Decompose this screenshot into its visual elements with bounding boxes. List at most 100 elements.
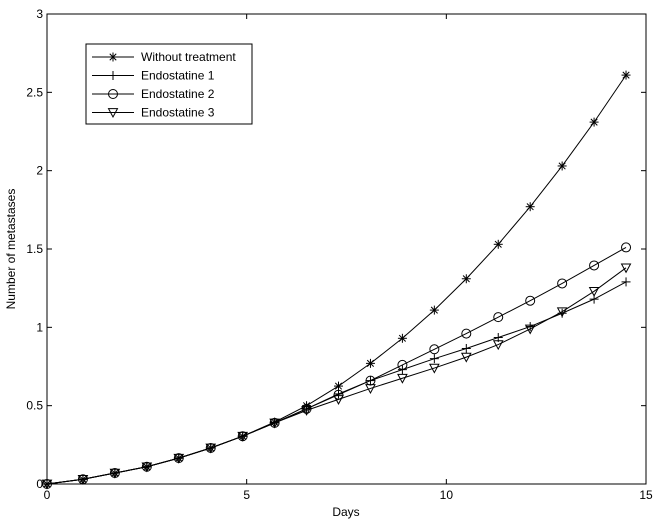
data-point bbox=[205, 443, 217, 454]
marker-triangle-down bbox=[77, 474, 89, 485]
marker-triangle-down bbox=[429, 363, 440, 374]
y-tick-label: 0 bbox=[36, 477, 43, 491]
data-point bbox=[237, 431, 249, 442]
data-point bbox=[269, 418, 280, 429]
x-tick-label: 0 bbox=[44, 488, 51, 502]
data-point bbox=[493, 312, 504, 323]
marker-asterisk bbox=[365, 358, 375, 368]
series-4 bbox=[41, 263, 632, 490]
marker-shape bbox=[333, 395, 344, 405]
y-tick-label: 3 bbox=[36, 7, 43, 21]
marker-triangle-down bbox=[269, 418, 280, 429]
y-axis-label: Number of metastases bbox=[4, 189, 18, 310]
marker-shape bbox=[588, 286, 600, 297]
marker-shape bbox=[429, 344, 440, 355]
data-point bbox=[429, 344, 440, 355]
marker-shape bbox=[589, 260, 600, 271]
marker-shape bbox=[41, 479, 53, 490]
data-point bbox=[461, 343, 471, 353]
axes: 0 5 10 15 0 0.5 1 1.5 2 2.5 3 bbox=[26, 7, 653, 502]
data-point bbox=[556, 307, 568, 318]
data-point bbox=[588, 286, 600, 297]
marker-shape bbox=[301, 406, 312, 416]
marker-triangle-down bbox=[333, 395, 344, 405]
marker-triangle-down bbox=[460, 352, 472, 363]
marker-plus bbox=[525, 322, 535, 332]
marker-shape bbox=[429, 363, 440, 374]
legend-label: Without treatment bbox=[141, 50, 236, 64]
data-point bbox=[429, 305, 439, 315]
data-point bbox=[429, 354, 439, 364]
data-point bbox=[461, 274, 471, 284]
data-point bbox=[41, 479, 53, 490]
marker-shape bbox=[173, 453, 185, 464]
marker-asterisk bbox=[334, 381, 344, 391]
marker-plus bbox=[621, 277, 631, 287]
marker-circle bbox=[397, 359, 408, 370]
y-tick-label: 2 bbox=[36, 164, 43, 178]
marker-circle bbox=[589, 260, 600, 271]
data-point bbox=[365, 384, 376, 394]
data-point bbox=[461, 328, 472, 339]
marker-shape bbox=[107, 108, 119, 119]
marker-triangle-down bbox=[397, 373, 408, 384]
marker-shape bbox=[524, 324, 536, 335]
marker-asterisk bbox=[461, 274, 471, 284]
marker-shape bbox=[141, 462, 153, 473]
data-point bbox=[77, 474, 89, 485]
legend: Without treatment Endostatine 1 Endostatin… bbox=[85, 43, 253, 125]
marker-shape bbox=[556, 307, 568, 318]
marker-shape bbox=[557, 278, 568, 289]
marker-shape bbox=[269, 418, 280, 429]
marker-shape bbox=[461, 328, 472, 339]
data-point bbox=[621, 70, 631, 80]
x-tick-label: 15 bbox=[639, 488, 653, 502]
marker-plus bbox=[108, 71, 118, 80]
data-point bbox=[621, 242, 632, 253]
data-point bbox=[621, 277, 631, 287]
legend-item: Endostatine 2 bbox=[92, 87, 215, 101]
data-point bbox=[365, 358, 375, 368]
marker-asterisk bbox=[429, 305, 439, 315]
x-axis-label: Days bbox=[332, 505, 359, 519]
marker-shape bbox=[397, 359, 408, 370]
data-point bbox=[333, 395, 344, 405]
marker-shape bbox=[397, 373, 408, 384]
marker-triangle-down bbox=[588, 286, 600, 297]
legend-item: Endostatine 3 bbox=[92, 106, 215, 120]
marker-circle bbox=[525, 295, 536, 306]
x-tick-label: 10 bbox=[440, 488, 454, 502]
marker-stroke bbox=[398, 334, 407, 342]
marker-plus bbox=[461, 343, 471, 353]
marker-circle bbox=[621, 242, 632, 253]
marker-shape bbox=[205, 443, 217, 454]
marker-stroke bbox=[109, 53, 117, 61]
marker-triangle-down bbox=[107, 108, 119, 119]
data-point bbox=[620, 263, 632, 274]
series-group bbox=[41, 70, 632, 490]
legend-label: Endostatine 1 bbox=[141, 69, 215, 83]
data-point bbox=[429, 363, 440, 374]
marker-shape bbox=[237, 431, 249, 442]
marker-stroke bbox=[366, 359, 375, 367]
marker-shape bbox=[108, 89, 118, 99]
y-tick-label: 1 bbox=[36, 320, 43, 334]
marker-triangle-down bbox=[365, 384, 376, 394]
data-point bbox=[109, 468, 121, 479]
marker-asterisk bbox=[589, 117, 599, 127]
marker-triangle-down bbox=[620, 263, 632, 274]
marker-triangle-down bbox=[173, 453, 185, 464]
marker-asterisk bbox=[557, 161, 567, 171]
marker-stroke bbox=[590, 118, 598, 126]
marker-asterisk bbox=[525, 202, 535, 212]
marker-circle bbox=[557, 278, 568, 289]
marker-circle bbox=[493, 312, 504, 323]
legend-item: Without treatment bbox=[92, 50, 236, 64]
data-point bbox=[397, 333, 407, 343]
marker-stroke bbox=[430, 306, 438, 314]
data-point bbox=[493, 239, 503, 249]
data-point bbox=[524, 324, 536, 335]
marker-triangle-down bbox=[237, 431, 249, 442]
marker-triangle-down bbox=[141, 462, 153, 473]
